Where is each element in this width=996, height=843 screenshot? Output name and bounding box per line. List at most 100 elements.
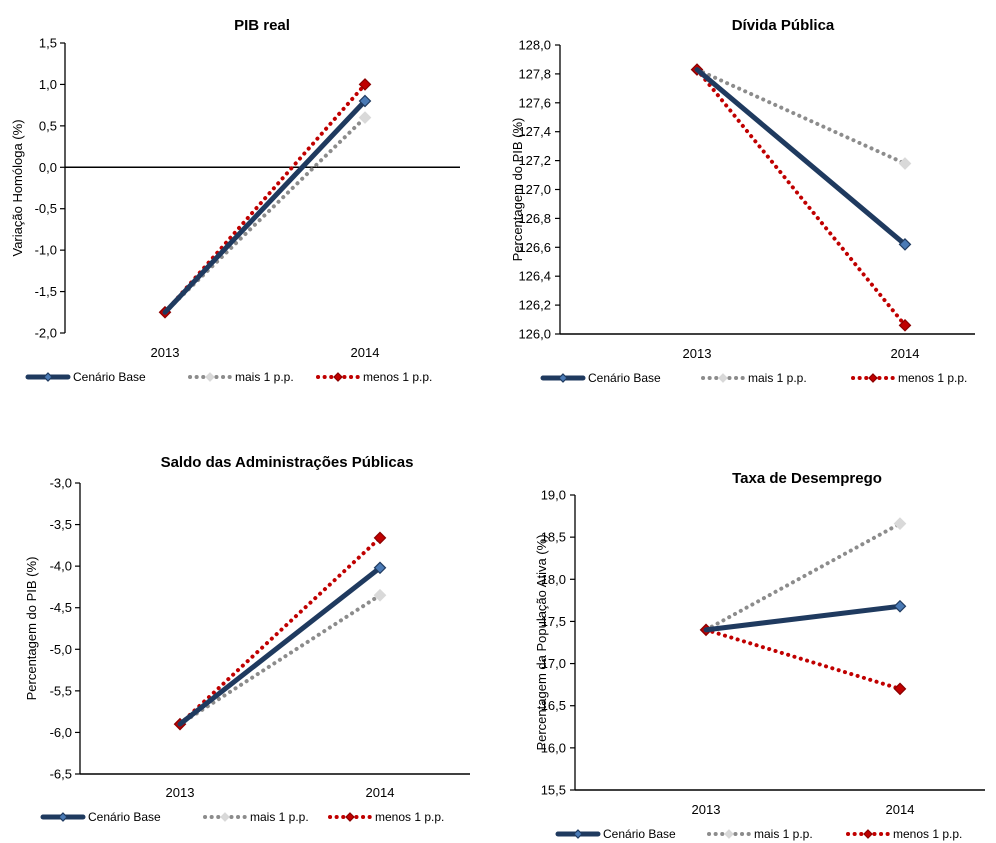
y-tick-label: -2,0 xyxy=(35,326,57,341)
series-line-menos xyxy=(163,82,367,315)
y-tick-label: 0,5 xyxy=(39,118,57,133)
data-point-menos xyxy=(898,318,912,332)
legend-marker-menos xyxy=(863,829,873,839)
y-axis-label: Percentagem do PIB (%) xyxy=(24,557,39,701)
legend-label-mais: mais 1 p.p. xyxy=(748,371,807,385)
series-line-mais xyxy=(704,521,902,632)
legend-label-base: Cenário Base xyxy=(88,810,161,824)
y-tick-label: -6,5 xyxy=(50,767,72,782)
data-point-mais xyxy=(373,588,387,602)
y-tick-label: 127,0 xyxy=(518,182,551,197)
y-tick-label: -3,0 xyxy=(50,476,72,491)
legend-label-base: Cenário Base xyxy=(73,370,146,384)
chart-1: PIB real Variação Homóloga (%) -2,0 -1,5 -1,… xyxy=(10,17,460,384)
x-tick-label: 2013 xyxy=(151,345,180,360)
y-tick-label: 126,4 xyxy=(518,269,551,284)
y-tick-label: 126,0 xyxy=(518,327,551,342)
x-tick-label: 2014 xyxy=(891,346,920,361)
data-point-menos xyxy=(893,682,907,696)
chart-title: Taxa de Desemprego xyxy=(732,470,882,487)
y-tick-label: 126,8 xyxy=(518,211,551,226)
data-point-base xyxy=(373,561,387,575)
legend-label-mais: mais 1 p.p. xyxy=(235,370,294,384)
data-point-base xyxy=(898,238,912,251)
y-tick-label: 16,5 xyxy=(541,698,566,713)
legend-label-base: Cenário Base xyxy=(588,371,661,385)
y-axis-label: Variação Homóloga (%) xyxy=(10,119,25,256)
legend-marker-menos xyxy=(333,372,343,382)
y-tick-label: 19,0 xyxy=(541,488,566,503)
y-tick-label: -4,5 xyxy=(50,600,72,615)
series-line-menos xyxy=(695,67,907,328)
series-line-menos xyxy=(704,627,902,691)
y-tick-label: 18,0 xyxy=(541,572,566,587)
y-tick-label: 126,2 xyxy=(518,298,551,313)
y-tick-label: -5,5 xyxy=(50,683,72,698)
chart-title: Saldo das Administrações Públicas xyxy=(161,454,414,471)
y-tick-label: 16,0 xyxy=(541,740,566,755)
y-tick-label: 1,0 xyxy=(39,77,57,92)
series-line-mais xyxy=(178,593,382,727)
y-tick-label: -0,5 xyxy=(35,201,57,216)
x-tick-label: 2013 xyxy=(692,802,721,817)
legend-marker-mais xyxy=(205,372,215,382)
legend-marker-mais xyxy=(220,812,230,822)
x-tick-label: 2014 xyxy=(886,802,915,817)
y-tick-label: 127,6 xyxy=(518,95,551,110)
y-tick-label: 127,4 xyxy=(518,124,551,139)
y-tick-label: 127,2 xyxy=(518,153,551,168)
x-tick-label: 2014 xyxy=(366,785,395,800)
y-tick-label: 17,0 xyxy=(541,656,566,671)
y-axis-label: Percentagem da População Ativa (%) xyxy=(534,534,549,750)
legend-label-menos: menos 1 p.p. xyxy=(898,371,967,385)
y-tick-label: 17,5 xyxy=(541,614,566,629)
legend-label-mais: mais 1 p.p. xyxy=(754,827,813,841)
data-point-base xyxy=(893,599,907,613)
series-line-base xyxy=(162,98,368,315)
x-tick-label: 2013 xyxy=(683,346,712,361)
y-tick-label: 128,0 xyxy=(518,38,551,53)
data-point-mais xyxy=(898,157,912,170)
data-point-base xyxy=(358,94,372,108)
chart-4: Taxa de Desemprego Percentagem da Populaç… xyxy=(534,470,985,841)
y-tick-label: -5,0 xyxy=(50,642,72,657)
legend-label-base: Cenário Base xyxy=(603,827,676,841)
y-tick-label: 1,5 xyxy=(39,36,57,51)
chart-title: PIB real xyxy=(234,17,290,34)
y-tick-label: 126,6 xyxy=(518,240,551,255)
legend-label-mais: mais 1 p.p. xyxy=(250,810,309,824)
legend-label-menos: menos 1 p.p. xyxy=(375,810,444,824)
series-line-base xyxy=(694,67,908,247)
legend-marker-mais xyxy=(718,373,728,383)
legend-marker-base xyxy=(43,372,53,382)
legend-label-menos: menos 1 p.p. xyxy=(893,827,962,841)
y-tick-label: -4,0 xyxy=(50,559,72,574)
y-tick-label: -3,5 xyxy=(50,517,72,532)
y-tick-label: 0,0 xyxy=(39,160,57,175)
x-tick-label: 2014 xyxy=(351,345,380,360)
series-line-menos xyxy=(178,535,382,727)
data-point-menos xyxy=(373,531,387,545)
legend-marker-base xyxy=(558,373,568,383)
legend-marker-base xyxy=(573,829,583,839)
chart-3: Saldo das Administrações Públicas Percent… xyxy=(24,454,470,824)
legend-marker-menos xyxy=(868,373,878,383)
y-tick-label: -6,0 xyxy=(50,725,72,740)
y-tick-label: 127,8 xyxy=(518,66,551,81)
y-tick-label: -1,5 xyxy=(35,284,57,299)
series-line-base xyxy=(703,603,903,633)
legend-label-menos: menos 1 p.p. xyxy=(363,370,432,384)
legend-marker-mais xyxy=(724,829,734,839)
x-tick-label: 2013 xyxy=(166,785,195,800)
y-tick-label: 15,5 xyxy=(541,783,566,798)
y-axis-label: Percentagem do PIB (%) xyxy=(510,118,525,262)
legend-marker-base xyxy=(58,812,68,822)
y-tick-label: 18,5 xyxy=(541,530,566,545)
series-line-mais xyxy=(695,67,907,166)
data-point-mais xyxy=(893,517,907,531)
data-point-mais xyxy=(358,111,372,124)
y-tick-label: -1,0 xyxy=(35,243,57,258)
legend-marker-menos xyxy=(345,812,355,822)
